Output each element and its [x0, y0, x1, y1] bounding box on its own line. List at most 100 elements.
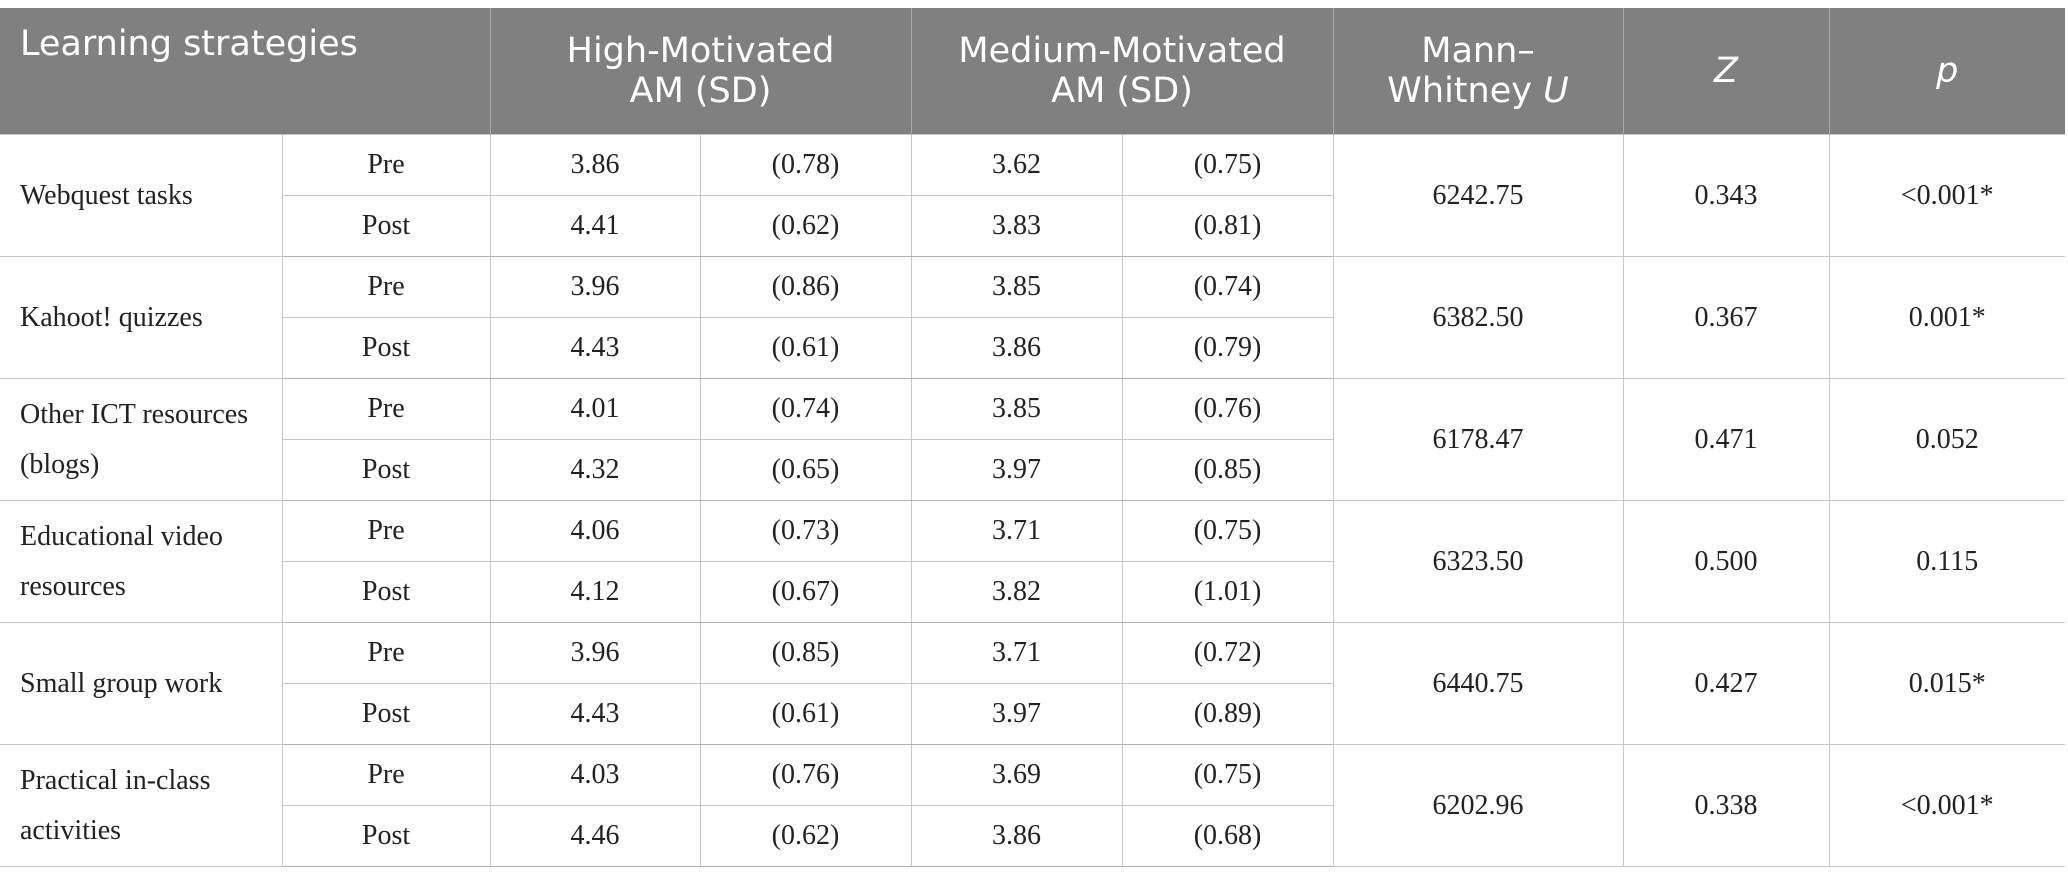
- high-sd-cell: (0.65): [699, 439, 912, 501]
- phase-label: Post: [281, 439, 491, 501]
- medium-am-cell: 3.83: [910, 195, 1123, 257]
- medium-sd-cell: (0.85): [1121, 439, 1334, 501]
- table-body: Webquest tasks Pre 3.86 (0.78) 3.62 (0.75) 624…: [0, 134, 2066, 867]
- high-sd-cell: (0.61): [699, 683, 912, 745]
- z-cell: 0.367: [1622, 256, 1830, 379]
- strategy-cell: Webquest tasks: [0, 134, 283, 257]
- medium-sd-cell: (0.74): [1121, 256, 1334, 318]
- medium-am-cell: 3.97: [910, 683, 1123, 745]
- table-row: Webquest tasks Pre 3.86 (0.78) 3.62 (0.75) 624…: [0, 134, 2066, 257]
- high-am-cell: 3.96: [489, 622, 701, 684]
- high-sd-cell: (0.62): [699, 195, 912, 257]
- medium-sd-cell: (1.01): [1121, 561, 1334, 623]
- high-sd-cell: (0.74): [699, 378, 912, 440]
- medium-am-cell: 3.62: [910, 134, 1123, 196]
- medium-am-cell: 3.85: [910, 378, 1123, 440]
- high-am-cell: 4.12: [489, 561, 701, 623]
- header-medium-motivated: Medium-Motivated AM (SD): [910, 8, 1334, 135]
- table-row: Post 4.46 (0.62) 3.86 (0.68): [0, 805, 2065, 867]
- phase-label: Post: [281, 561, 491, 623]
- high-sd-cell: (0.85): [699, 622, 912, 684]
- high-am-cell: 4.03: [489, 744, 701, 806]
- p-value-cell: <0.001*: [1828, 744, 2066, 867]
- table-row: Post 4.12 (0.67) 3.82 (1.01): [0, 561, 2065, 623]
- medium-am-cell: 3.69: [910, 744, 1123, 806]
- phase-label: Post: [281, 805, 491, 867]
- p-value-cell: 0.115: [1828, 500, 2066, 623]
- z-cell: 0.500: [1622, 500, 1830, 623]
- z-cell: 0.427: [1622, 622, 1830, 745]
- table-row: Small group work Pre 3.96 (0.85) 3.71 (0.72) 6…: [0, 622, 2066, 745]
- strategy-cell: Practical in-class activities: [0, 744, 283, 867]
- table-row: Other ICT resources (blogs) Pre 4.01 (0.74)…: [0, 378, 2066, 501]
- phase-label: Pre: [281, 134, 491, 196]
- phase-label: Pre: [281, 500, 491, 562]
- high-am-cell: 4.06: [489, 500, 701, 562]
- high-sd-cell: (0.62): [699, 805, 912, 867]
- high-am-cell: 4.43: [489, 683, 701, 745]
- medium-sd-cell: (0.79): [1121, 317, 1334, 379]
- mann-whitney-u-cell: 6382.50: [1332, 256, 1624, 379]
- table-row: Educational video resources Pre 4.06 (0.73)…: [0, 500, 2066, 623]
- high-am-cell: 3.96: [489, 256, 701, 318]
- medium-sd-cell: (0.75): [1121, 500, 1334, 562]
- phase-label: Pre: [281, 744, 491, 806]
- high-am-cell: 4.01: [489, 378, 701, 440]
- header-medium-line2: AM (SD): [1051, 71, 1193, 111]
- high-sd-cell: (0.86): [699, 256, 912, 318]
- header-p-label: p: [1936, 51, 1959, 91]
- header-high-motivated: High-Motivated AM (SD): [489, 8, 912, 135]
- results-table: Learning strategies High-Motivated AM (S…: [0, 8, 2066, 867]
- medium-am-cell: 3.82: [910, 561, 1123, 623]
- table-row: Practical in-class activities Pre 4.03 (0.7…: [0, 744, 2066, 867]
- table-row: Post 4.43 (0.61) 3.97 (0.89): [0, 683, 2065, 745]
- strategy-cell: Educational video resources: [0, 500, 283, 623]
- high-sd-cell: (0.76): [699, 744, 912, 806]
- p-value-cell: 0.052: [1828, 378, 2066, 501]
- medium-sd-cell: (0.76): [1121, 378, 1334, 440]
- header-mann-whitney: Mann– Whitney U: [1332, 8, 1624, 135]
- high-am-cell: 4.32: [489, 439, 701, 501]
- header-medium-line1: Medium-Motivated: [958, 31, 1286, 71]
- medium-am-cell: 3.71: [910, 622, 1123, 684]
- high-am-cell: 4.41: [489, 195, 701, 257]
- strategy-cell: Small group work: [0, 622, 283, 745]
- strategy-cell: Other ICT resources (blogs): [0, 378, 283, 501]
- medium-am-cell: 3.71: [910, 500, 1123, 562]
- header-row: Learning strategies High-Motivated AM (S…: [0, 8, 2066, 135]
- medium-am-cell: 3.86: [910, 317, 1123, 379]
- phase-label: Pre: [281, 256, 491, 318]
- z-cell: 0.471: [1622, 378, 1830, 501]
- mann-whitney-u-cell: 6242.75: [1332, 134, 1624, 257]
- medium-sd-cell: (0.68): [1121, 805, 1334, 867]
- phase-label: Post: [281, 195, 491, 257]
- high-am-cell: 4.43: [489, 317, 701, 379]
- table-row: Post 4.32 (0.65) 3.97 (0.85): [0, 439, 2065, 501]
- p-value-cell: <0.001*: [1828, 134, 2066, 257]
- z-cell: 0.343: [1622, 134, 1830, 257]
- high-sd-cell: (0.78): [699, 134, 912, 196]
- medium-sd-cell: (0.72): [1121, 622, 1334, 684]
- header-p: p: [1828, 8, 2066, 135]
- table-row: Kahoot! quizzes Pre 3.96 (0.86) 3.85 (0.74) 63…: [0, 256, 2066, 379]
- medium-am-cell: 3.86: [910, 805, 1123, 867]
- header-learning-strategies: Learning strategies: [0, 8, 490, 135]
- p-value-cell: 0.001*: [1828, 256, 2066, 379]
- table-row: Post 4.43 (0.61) 3.86 (0.79): [0, 317, 2065, 379]
- medium-am-cell: 3.85: [910, 256, 1123, 318]
- header-mw-u: U: [1543, 71, 1569, 111]
- high-sd-cell: (0.67): [699, 561, 912, 623]
- header-mw-line2: Whitney U: [1334, 71, 1623, 111]
- header-mw-text: Whitney: [1387, 71, 1544, 111]
- header-high-line1: High-Motivated: [566, 31, 835, 71]
- high-sd-cell: (0.61): [699, 317, 912, 379]
- mann-whitney-u-cell: 6440.75: [1332, 622, 1624, 745]
- header-z-label: Z: [1714, 51, 1738, 91]
- mann-whitney-u-cell: 6323.50: [1332, 500, 1624, 623]
- high-am-cell: 3.86: [489, 134, 701, 196]
- medium-sd-cell: (0.89): [1121, 683, 1334, 745]
- high-sd-cell: (0.73): [699, 500, 912, 562]
- phase-label: Pre: [281, 378, 491, 440]
- header-high-line2: AM (SD): [629, 71, 772, 111]
